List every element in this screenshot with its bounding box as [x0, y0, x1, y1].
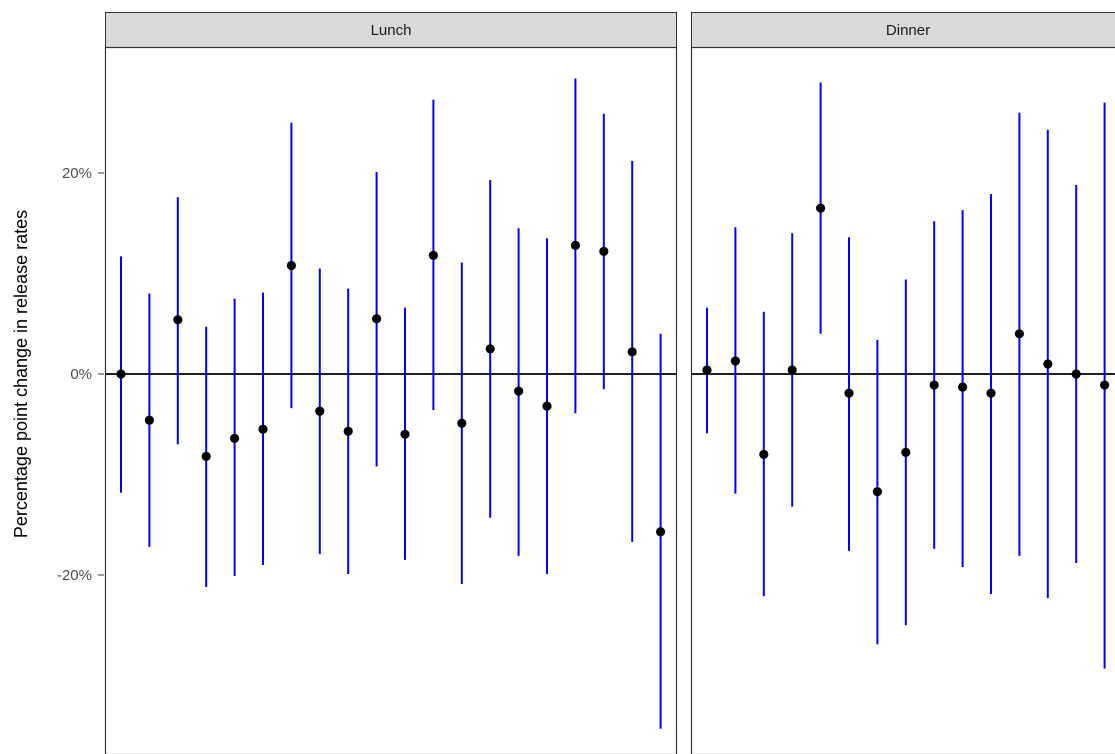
estimate-point: [173, 315, 183, 325]
panel-background: [691, 47, 1115, 754]
y-axis-title: Percentage point change in release rates: [11, 210, 31, 538]
facet-strip: [105, 12, 677, 48]
estimate-point: [286, 260, 296, 271]
estimate-point: [428, 250, 438, 261]
facet-strip-label: Dinner: [886, 22, 930, 39]
y-tick-label: 20%: [62, 165, 92, 182]
estimate-point: [343, 426, 353, 436]
estimate-point: [702, 365, 712, 375]
estimate-point: [201, 451, 211, 462]
estimate-point: [901, 447, 911, 457]
estimate-point: [116, 369, 126, 379]
estimate-point: [1014, 329, 1024, 339]
estimate-point: [656, 527, 666, 537]
estimate-point: [570, 240, 581, 250]
estimate-point: [485, 344, 495, 354]
facet-panels: Lunch Dinner: [104, 12, 1115, 754]
panel-border: [104, 46, 678, 754]
estimate-point: [872, 486, 883, 497]
estimate-point: [929, 380, 939, 390]
estimate-point: [372, 314, 382, 324]
estimate-point: [1043, 359, 1053, 369]
panel-background: [105, 47, 677, 754]
estimate-point: [144, 415, 154, 425]
estimate-point: [759, 449, 769, 459]
panel-border: [690, 46, 1115, 754]
estimate-point: [315, 406, 325, 416]
estimate-point: [986, 388, 996, 398]
estimate-point: [258, 424, 268, 434]
y-axis: 20% 0% -20%: [57, 165, 104, 584]
estimate-point: [599, 246, 609, 256]
estimate-point: [816, 203, 826, 213]
y-tick-label: -20%: [57, 567, 92, 584]
estimate-point: [1100, 380, 1110, 390]
estimate-point: [627, 347, 637, 357]
y-tick-label: 0%: [70, 366, 92, 383]
estimate-point: [542, 401, 552, 411]
facet-panel-dinner: Dinner: [690, 12, 1115, 754]
estimate-point: [230, 433, 240, 443]
facet-strip-label: Lunch: [371, 22, 412, 39]
estimate-point: [400, 429, 410, 439]
estimate-point: [514, 386, 524, 396]
estimate-point: [1071, 369, 1081, 379]
estimate-point: [730, 356, 741, 366]
facet-panel-lunch: Lunch: [104, 12, 678, 754]
estimate-point: [787, 365, 797, 375]
estimate-point: [958, 382, 968, 392]
estimate-point: [457, 418, 467, 428]
estimate-point: [844, 388, 854, 398]
facet-strip: [691, 12, 1115, 48]
